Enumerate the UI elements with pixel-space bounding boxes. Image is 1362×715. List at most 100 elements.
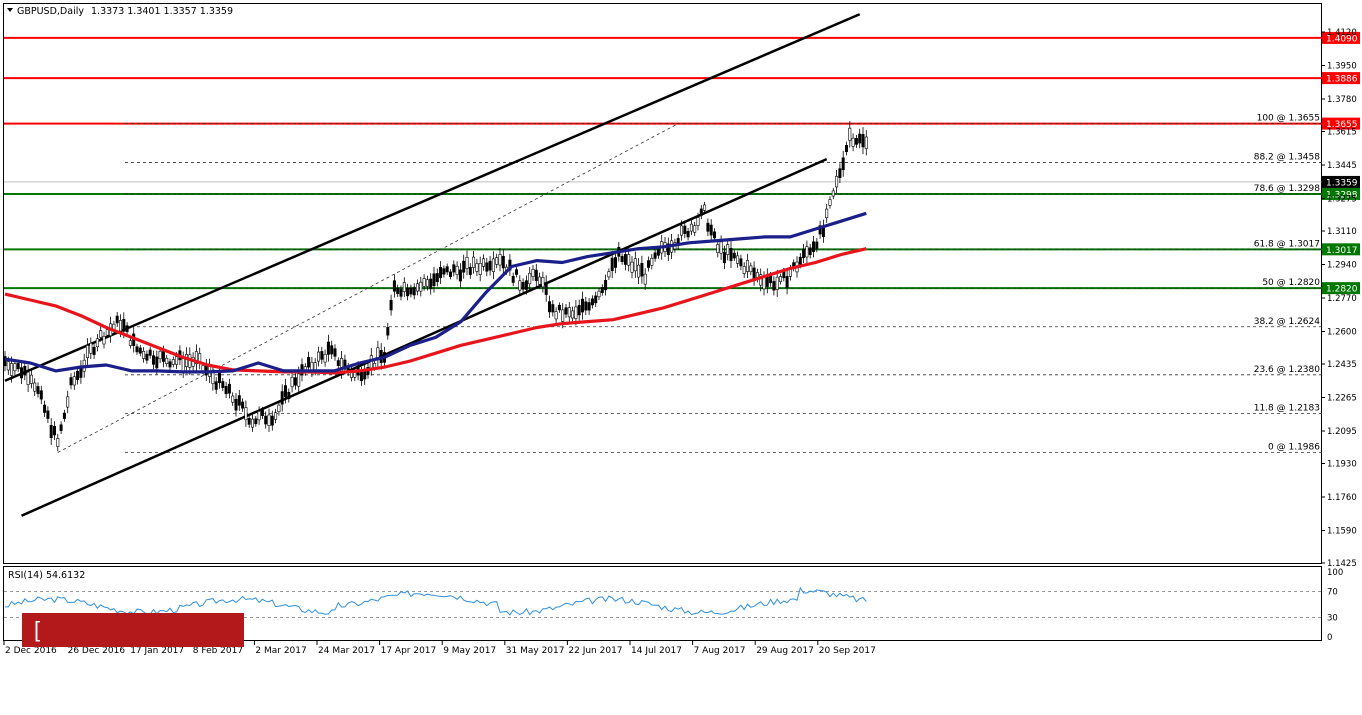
candle-body [861, 134, 865, 148]
fibonacci-levels: 100 @ 1.3655 88.2 @ 1.3458 78.6 @ 1.3298 61… [4, 114, 1360, 453]
candle-body [425, 279, 429, 287]
candle-body [234, 398, 238, 411]
moving-average-slow [4, 247, 867, 375]
candle-body [429, 278, 433, 290]
candle-body [422, 278, 426, 287]
x-tick-label: 26 Dec 2016 [68, 646, 126, 656]
candle-body [683, 225, 687, 234]
candle-body [653, 252, 657, 259]
candle-body [142, 350, 146, 359]
candle-body [825, 208, 829, 219]
candle-body [686, 230, 690, 238]
candle-body [409, 287, 413, 295]
candle-body [244, 407, 248, 421]
price-box-resistance [1322, 72, 1360, 85]
candle-body [105, 329, 109, 336]
candle-body [547, 301, 551, 313]
x-tick-label: 2 Dec 2016 [5, 646, 57, 656]
candle-body [498, 254, 502, 266]
rsi-tick-label: 70 [1327, 588, 1338, 598]
candle-body [95, 338, 99, 348]
candle-body [185, 354, 189, 367]
candle-body [679, 225, 683, 236]
candle-body [161, 351, 165, 362]
candle-body [468, 267, 472, 275]
candle-body [571, 310, 575, 319]
price-box-support [1322, 243, 1360, 256]
fib-level-label: 100 @ 1.3655 [1257, 114, 1320, 124]
candle-body [89, 342, 93, 354]
candle-body [122, 318, 126, 332]
candle-body [557, 304, 561, 311]
candle-body [811, 241, 815, 252]
candle-body [455, 265, 459, 275]
candle-body [316, 351, 320, 362]
candle-body [415, 283, 419, 292]
y-tick-label: 1.3110 [1327, 227, 1357, 237]
chart-symbol-title: GBPUSD,Daily [17, 6, 84, 17]
candle-body [534, 269, 538, 281]
price-box-support [1322, 282, 1360, 295]
candle-body [181, 358, 185, 372]
candle-body [445, 266, 449, 273]
rsi-tick-label: 30 [1327, 614, 1338, 624]
fib-level-label: 61.8 @ 1.3017 [1254, 239, 1320, 249]
candle-body [287, 391, 291, 400]
candle-body [293, 377, 297, 386]
rsi-panel-frame [3, 566, 1322, 641]
candle-body [732, 252, 736, 259]
candle-body [637, 264, 641, 278]
fib-level-label: 23.6 @ 1.2380 [1254, 365, 1321, 375]
time-axis: 2 Dec 2016 26 Dec 2016 17 Jan 2017 8 Feb 20… [3, 641, 876, 656]
candle-body [86, 345, 90, 359]
candle-body [267, 414, 271, 427]
candle-body [749, 265, 753, 273]
candle-body [736, 255, 740, 264]
fib-level-label: 88.2 @ 1.3458 [1254, 152, 1321, 162]
candle-body [435, 273, 439, 282]
level-price-label: 1.3655 [1326, 120, 1358, 130]
candle-body [544, 282, 548, 295]
candle-body [623, 254, 627, 265]
candle-body [844, 145, 848, 153]
candle-body [439, 266, 443, 279]
current-price-box [1322, 175, 1360, 188]
candle-body [128, 340, 132, 346]
candle-body [538, 276, 542, 285]
y-tick-label: 1.3615 [1327, 128, 1357, 138]
candle-body [33, 382, 37, 392]
candle-body [158, 350, 162, 360]
candle-body [92, 346, 96, 355]
y-tick-label: 1.2265 [1327, 393, 1357, 403]
candle-body [52, 426, 56, 436]
candle-body [237, 395, 241, 406]
y-tick-label: 1.2435 [1327, 360, 1357, 370]
candle-body [320, 351, 324, 360]
candle-body [274, 412, 278, 420]
candle-body [386, 327, 390, 336]
candle-body [554, 311, 558, 320]
y-tick-label: 1.4120 [1327, 28, 1357, 38]
candle-body [620, 256, 624, 262]
channel-line-lower [20, 157, 828, 517]
candle-body [260, 409, 264, 416]
y-tick-label: 1.2095 [1327, 427, 1357, 437]
candle-body [722, 251, 726, 264]
candle-body [835, 175, 839, 188]
candle-body [175, 356, 179, 365]
x-tick-label: 9 May 2017 [443, 646, 496, 656]
candle-body [254, 418, 258, 425]
candle-body [752, 267, 756, 280]
candle-body [36, 386, 40, 394]
candle-body [778, 276, 782, 282]
candle-body [201, 365, 205, 372]
candle-body [828, 199, 832, 206]
candle-body [587, 302, 591, 311]
watermark: [ www.instaforex.com ] [22, 613, 244, 710]
candle-body [689, 223, 693, 232]
x-tick-label: 24 Mar 2017 [318, 646, 375, 656]
level-price-label: 1.4090 [1326, 34, 1358, 44]
candle-body [495, 257, 499, 265]
candle-body [848, 127, 852, 141]
dropdown-triangle-icon[interactable] [7, 8, 13, 12]
